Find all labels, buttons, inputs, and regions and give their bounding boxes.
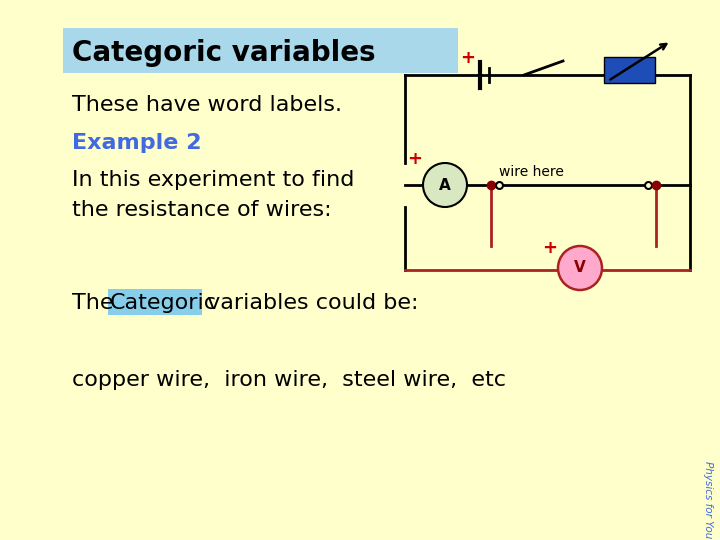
Text: wire here: wire here <box>498 165 564 179</box>
Text: copper wire,  iron wire,  steel wire,  etc: copper wire, iron wire, steel wire, etc <box>72 370 506 390</box>
Text: V: V <box>574 260 586 275</box>
Text: In this experiment to find: In this experiment to find <box>72 170 354 190</box>
Text: +: + <box>408 150 423 168</box>
Text: Categoric variables: Categoric variables <box>72 39 376 67</box>
Text: variables could be:: variables could be: <box>200 293 418 313</box>
Text: +: + <box>542 239 557 257</box>
Circle shape <box>558 246 602 290</box>
Text: Physics for You: Physics for You <box>703 461 713 539</box>
Text: These have word labels.: These have word labels. <box>72 95 342 115</box>
Text: the resistance of wires:: the resistance of wires: <box>72 200 332 220</box>
Circle shape <box>423 163 467 207</box>
FancyBboxPatch shape <box>108 289 202 315</box>
Text: Example 2: Example 2 <box>72 133 202 153</box>
FancyBboxPatch shape <box>63 28 458 73</box>
Text: +: + <box>461 49 475 67</box>
Text: Categoric: Categoric <box>110 293 217 313</box>
Text: A: A <box>439 178 451 192</box>
FancyBboxPatch shape <box>604 57 655 83</box>
Text: The: The <box>72 293 121 313</box>
